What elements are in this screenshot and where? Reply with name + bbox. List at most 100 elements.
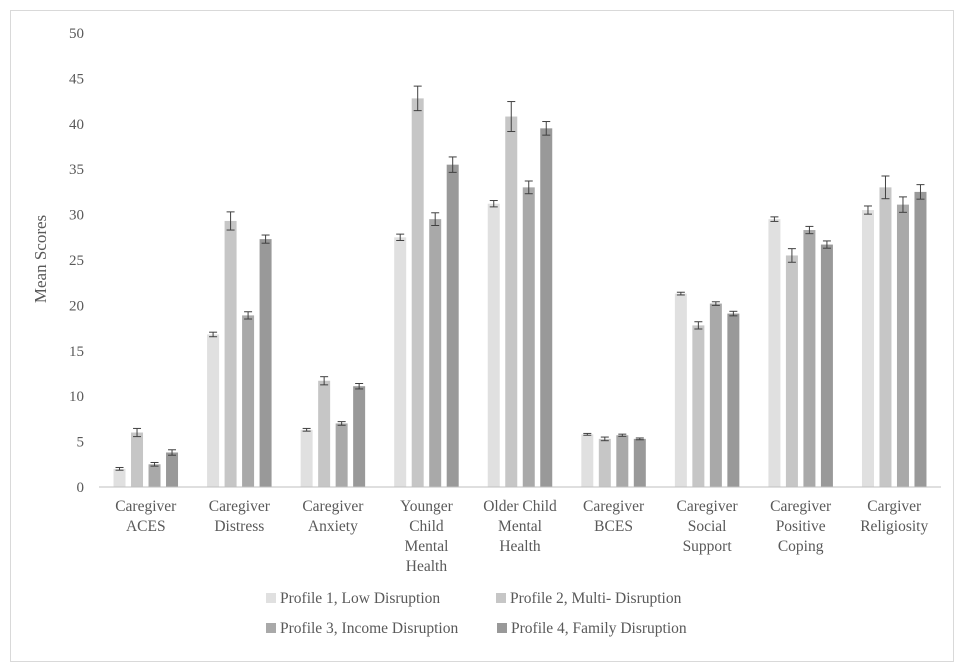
bar — [487, 203, 500, 488]
error-bar — [635, 437, 644, 441]
error-bar — [168, 449, 177, 456]
error-bar — [431, 212, 440, 226]
x-tick-label: Caregiver Social Support — [677, 498, 739, 555]
bar — [259, 239, 272, 487]
error-bars — [115, 85, 925, 471]
y-tick-label: 15 — [69, 344, 84, 360]
error-bar — [863, 205, 872, 215]
error-bar — [355, 382, 364, 390]
error-bar — [916, 184, 925, 200]
bar — [429, 219, 442, 487]
bar — [300, 429, 313, 487]
bar — [692, 325, 705, 487]
legend-label: Profile 3, Income Disruption — [280, 620, 458, 637]
y-tick-label: 45 — [69, 71, 84, 87]
legend: Profile 1, Low Disruption Profile 2, Mult… — [266, 590, 687, 637]
error-bar — [209, 331, 218, 338]
error-bar — [226, 211, 235, 231]
y-tick-label: 5 — [77, 435, 85, 451]
bar — [318, 380, 331, 487]
bar — [861, 210, 874, 487]
bar — [879, 187, 892, 488]
error-bar — [711, 301, 720, 306]
error-bar — [448, 156, 457, 173]
y-axis-title-group: Mean Scores — [31, 215, 50, 303]
bar — [914, 191, 927, 487]
bar — [335, 423, 348, 487]
error-bar — [489, 200, 498, 208]
error-bar — [524, 180, 533, 195]
bar — [633, 438, 646, 487]
bar — [820, 244, 833, 487]
bar — [581, 434, 594, 487]
error-bar — [694, 321, 703, 330]
error-bar — [150, 461, 159, 467]
bar — [785, 255, 798, 487]
error-bar — [583, 432, 592, 436]
bar — [242, 315, 255, 487]
x-tick-label: Caregiver Distress — [209, 498, 271, 535]
bar-chart: Mean Scores 0 5 10 15 20 25 30 35 40 45 50 Caregiv… — [31, 26, 941, 637]
error-bar — [115, 466, 124, 471]
y-axis: 0 5 10 15 20 25 30 35 40 45 50 — [69, 26, 84, 496]
bar — [131, 432, 144, 487]
x-tick-label: Caregiver Positive Coping — [770, 498, 832, 555]
error-bar — [729, 310, 738, 317]
error-bar — [600, 436, 609, 442]
bar — [113, 468, 126, 487]
error-bar — [898, 196, 907, 213]
legend-label: Profile 2, Multi- Disruption — [510, 590, 682, 607]
error-bar — [881, 175, 890, 200]
y-tick-label: 10 — [69, 389, 84, 405]
legend-item: Profile 3, Income Disruption — [266, 620, 458, 637]
y-tick-label: 20 — [69, 298, 84, 314]
legend-item: Profile 4, Family Disruption — [497, 620, 687, 637]
x-axis-labels: Caregiver ACES Caregiver Distress Caregiver A… — [115, 498, 928, 575]
x-tick-label: Caregiver ACES — [115, 498, 177, 535]
bar — [522, 187, 535, 488]
bar — [166, 452, 179, 487]
legend-item: Profile 1, Low Disruption — [266, 590, 440, 607]
bar — [207, 334, 220, 487]
error-bar — [244, 311, 253, 320]
bar — [353, 386, 366, 487]
y-tick-label: 30 — [69, 208, 84, 224]
legend-swatch — [496, 593, 506, 603]
error-bar — [822, 240, 831, 249]
bar — [709, 303, 722, 487]
bar — [674, 293, 687, 487]
error-bar — [676, 291, 685, 296]
x-tick-label: Caregiver Anxiety — [302, 498, 364, 535]
y-axis-title: Mean Scores — [31, 215, 50, 303]
x-tick-label: Caregiver BCES — [583, 498, 645, 535]
legend-swatch — [266, 593, 276, 603]
bar — [616, 435, 629, 487]
y-tick-label: 25 — [69, 253, 84, 269]
error-bar — [302, 427, 311, 432]
error-bar — [413, 85, 422, 112]
bars — [113, 98, 927, 488]
legend-label: Profile 4, Family Disruption — [511, 620, 687, 637]
chart-frame: Mean Scores 0 5 10 15 20 25 30 35 40 45 50 Caregiv… — [10, 10, 954, 662]
legend-swatch — [266, 623, 276, 633]
error-bar — [542, 121, 551, 136]
x-tick-label: Younger Child Mental Health — [400, 498, 454, 575]
bar — [768, 219, 781, 487]
y-tick-label: 35 — [69, 162, 84, 178]
bar — [896, 204, 909, 487]
error-bar — [337, 421, 346, 426]
legend-item: Profile 2, Multi- Disruption — [496, 590, 682, 607]
error-bar — [261, 234, 270, 244]
bar — [148, 464, 161, 487]
bar — [446, 164, 459, 487]
y-tick-label: 50 — [69, 26, 84, 42]
bar — [224, 220, 237, 487]
y-tick-label: 0 — [77, 480, 85, 496]
error-bar — [396, 233, 405, 241]
error-bar — [507, 101, 516, 133]
bar — [598, 438, 611, 487]
error-bar — [770, 216, 779, 222]
error-bar — [805, 225, 814, 235]
bar — [505, 116, 518, 487]
bar — [803, 230, 816, 487]
